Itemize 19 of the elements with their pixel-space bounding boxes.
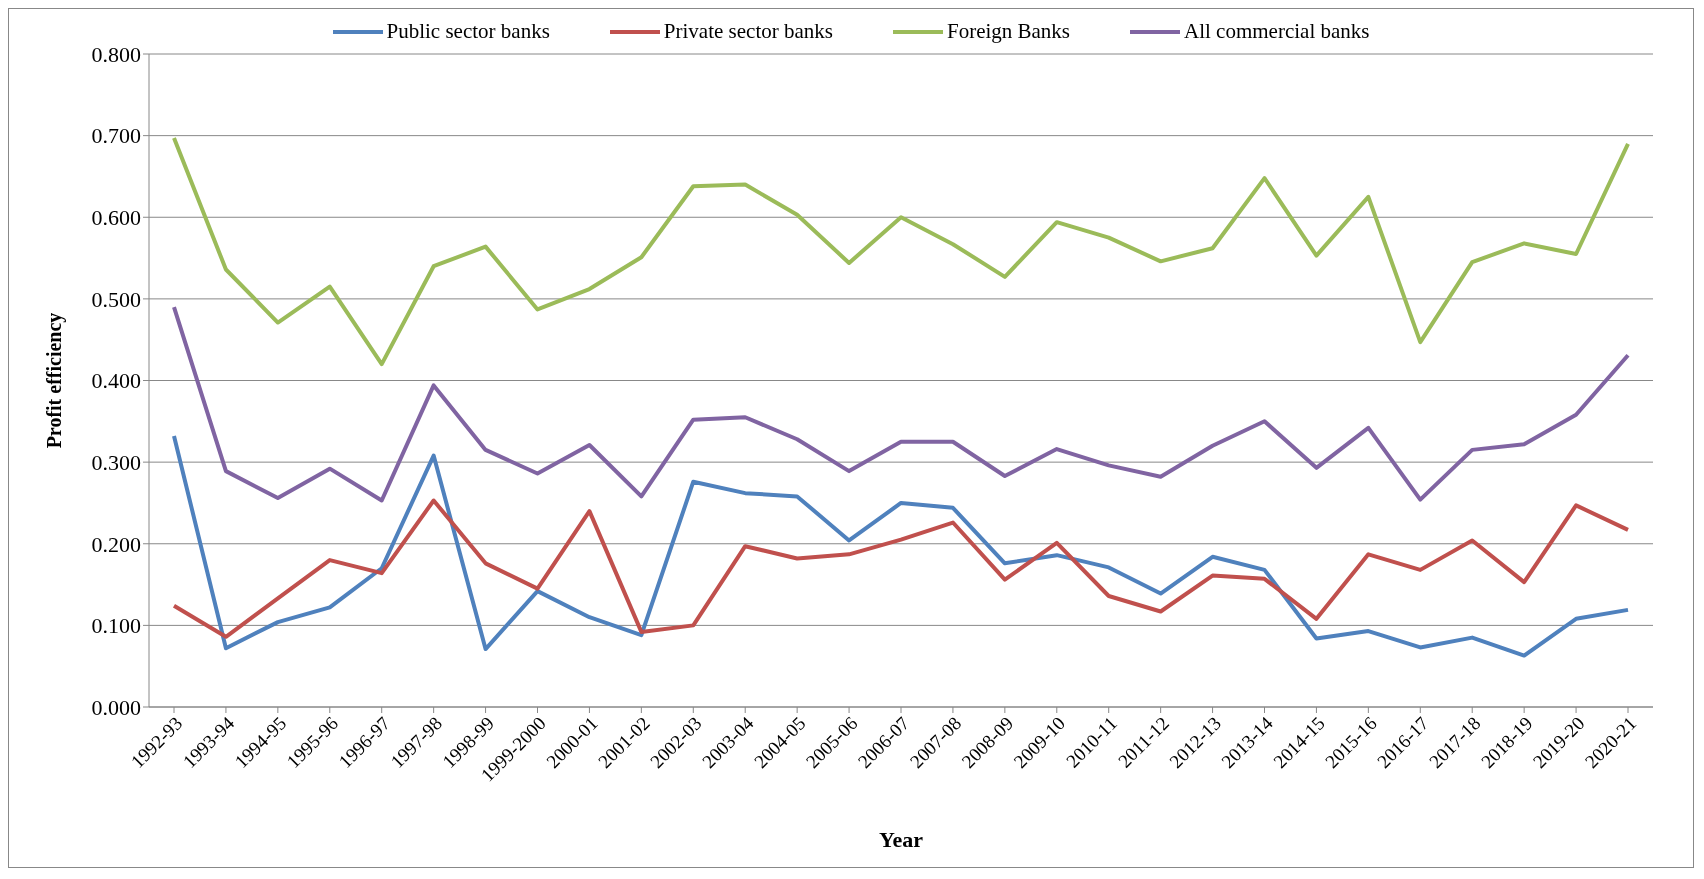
line-series [172, 305, 1630, 503]
y-tick-label: 0.800 [91, 41, 141, 67]
y-axis-title: Profit efficiency [43, 312, 67, 449]
legend-label: Private sector banks [663, 19, 833, 44]
line-series [172, 434, 1630, 658]
legend-label: Foreign Banks [946, 19, 1071, 44]
y-tick-label: 0.000 [91, 694, 141, 720]
y-tick-label: 0.100 [91, 613, 141, 639]
line-series [172, 498, 1630, 639]
y-tick-label: 0.200 [91, 531, 141, 557]
x-axis-title: Year [879, 827, 924, 852]
y-tick-label: 0.700 [91, 123, 141, 149]
legend-label: All commercial banks [1184, 19, 1370, 44]
y-tick-label: 0.500 [91, 286, 141, 312]
line-series [172, 136, 1630, 367]
y-tick-label: 0.300 [91, 449, 141, 475]
legend-label: Public sector banks [386, 19, 550, 44]
y-tick-label: 0.400 [91, 368, 141, 394]
y-tick-label: 0.600 [91, 205, 141, 231]
